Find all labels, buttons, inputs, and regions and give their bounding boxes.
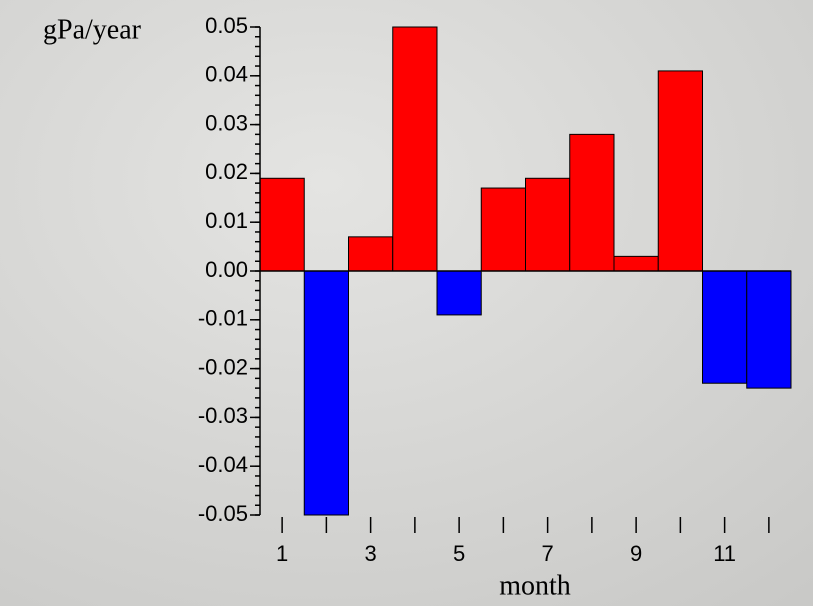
x-tick-label: 11 [713,541,736,566]
y-tick-label: 0.01 [205,208,248,233]
bar [259,177,305,272]
y-tick-label: -0.02 [198,354,248,379]
x-tick-label: 7 [542,541,554,566]
y-tick-label: -0.04 [198,452,248,477]
bar [480,187,526,272]
x-tick-label: 3 [365,541,377,566]
y-axis-label: gPa/year [43,14,142,45]
bar [613,255,659,272]
bar [348,236,394,272]
y-tick-label: -0.01 [198,306,248,331]
y-tick-label: 0.02 [205,159,248,184]
y-tick-label: 0.03 [205,110,248,135]
bar [436,270,482,316]
bar [702,270,748,384]
x-tick-label: 9 [630,541,642,566]
y-tick-label: -0.05 [198,501,248,526]
bar [746,270,792,389]
y-tick-label: -0.03 [198,403,248,428]
bar [392,26,438,272]
y-tick-label: 0.04 [205,62,248,87]
bar [657,70,703,272]
y-tick-label: 0.05 [205,13,248,38]
bar [569,133,615,272]
x-tick-label: 5 [453,541,465,566]
x-tick-label: 1 [276,541,288,566]
bar [303,270,349,516]
y-tick-label: 0.00 [205,257,248,282]
bar [525,177,571,272]
x-axis-label: month [499,570,571,601]
